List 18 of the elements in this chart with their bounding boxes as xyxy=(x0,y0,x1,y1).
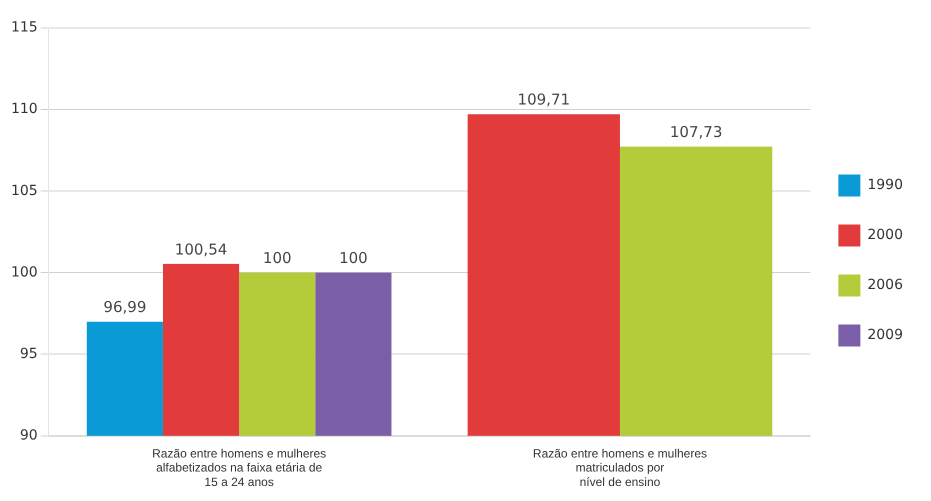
y-tick-label: 100 xyxy=(10,264,38,280)
legend-label: 2006 xyxy=(867,277,904,294)
data-label: 109,71 xyxy=(518,90,570,109)
y-tick-label: 90 xyxy=(20,427,38,444)
y-tick-label: 110 xyxy=(10,101,38,118)
y-tick-label: 115 xyxy=(10,20,38,36)
data-label: 100 xyxy=(339,249,368,268)
data-label: 96,99 xyxy=(103,298,146,316)
y-tick-label: 95 xyxy=(20,346,38,362)
x-tick-label: Razão entre homens e mulheres matriculados por nível de ensino xyxy=(532,446,708,490)
x-tick-label: Razão entre homens e mulheres alfabetizados na faixa etária de 15 a 24 anos xyxy=(152,446,326,490)
data-label: 107,73 xyxy=(670,122,722,141)
legend-label: 1990 xyxy=(867,177,904,194)
data-label: 100,54 xyxy=(174,240,228,258)
legend-label: 2009 xyxy=(867,327,904,344)
data-label: 100 xyxy=(262,249,292,268)
y-tick-label: 105 xyxy=(10,182,38,199)
legend-label: 2000 xyxy=(867,227,904,244)
